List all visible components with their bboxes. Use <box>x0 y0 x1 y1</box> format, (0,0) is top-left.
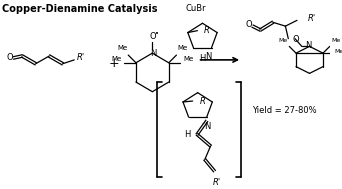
Text: N: N <box>305 41 311 50</box>
Text: R: R <box>199 97 205 105</box>
Text: Copper-Dienamine Catalysis: Copper-Dienamine Catalysis <box>2 4 157 14</box>
Text: +: + <box>108 57 119 70</box>
Text: ··: ·· <box>201 121 205 126</box>
Text: Me: Me <box>278 39 287 43</box>
Text: Yield = 27-80%: Yield = 27-80% <box>252 106 317 115</box>
Text: H: H <box>199 54 205 64</box>
Text: R': R' <box>77 53 85 62</box>
Text: O: O <box>6 53 13 62</box>
Text: O: O <box>246 20 252 29</box>
Text: Me: Me <box>117 45 127 51</box>
Text: Me: Me <box>183 56 194 62</box>
Text: Me: Me <box>334 49 342 54</box>
Text: H: H <box>184 130 190 139</box>
Text: R: R <box>204 26 210 35</box>
Text: R': R' <box>307 14 316 23</box>
Text: N: N <box>205 122 211 131</box>
Text: O: O <box>292 35 299 44</box>
Text: O: O <box>149 32 156 41</box>
Text: CuBr: CuBr <box>185 4 206 13</box>
Text: •: • <box>155 31 159 37</box>
Text: Me: Me <box>111 56 121 62</box>
Text: Me: Me <box>332 39 341 43</box>
Text: R': R' <box>212 178 221 187</box>
Text: N: N <box>206 53 212 61</box>
Text: N: N <box>150 49 157 58</box>
Text: Me: Me <box>177 45 188 51</box>
